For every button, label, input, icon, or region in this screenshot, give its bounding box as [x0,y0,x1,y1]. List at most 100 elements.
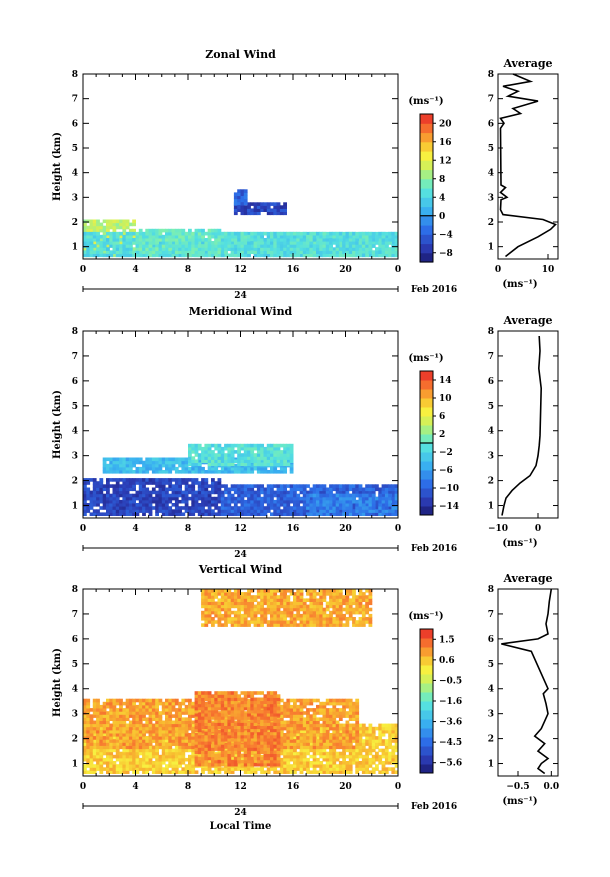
heatmap-cell [286,761,290,765]
heatmap-cell [103,742,107,746]
heatmap-cell [365,736,369,740]
heatmap-cell [326,238,330,242]
heatmap-cell [136,497,140,501]
heatmap-cell [218,444,222,448]
heatmap-cell [178,509,182,513]
heatmap-cell [204,250,208,254]
heatmap-cell [365,755,369,759]
heatmap-cell [181,481,185,485]
heatmap-cell [185,478,189,482]
heatmap-cell [254,512,258,516]
heatmap-cell [277,247,281,251]
heatmap-cell [188,488,192,492]
heatmap-cell [303,497,307,501]
heatmap-cell [211,478,215,482]
heatmap-cell [264,241,268,245]
heatmap-cell [241,212,245,216]
heatmap-cell [241,767,245,771]
heatmap-cell [375,238,379,242]
heatmap-cell [293,755,297,759]
heatmap-cell [218,459,222,463]
heatmap-cell [385,250,389,254]
heatmap-cell [306,764,310,768]
heatmap-cell [244,500,248,504]
heatmap-cell [132,739,136,743]
heatmap-cell [244,205,248,209]
heatmap-cell [326,500,330,504]
heatmap-cell [237,497,241,501]
heatmap-cell [303,250,307,254]
colorbar-tick-label: −6 [439,466,453,476]
heatmap-cell [188,770,192,774]
heatmap-cell [273,453,277,457]
heatmap-cell [250,453,254,457]
heatmap-cell [83,708,87,712]
heatmap-cell [332,247,336,251]
heatmap-cell [385,730,389,734]
heatmap-cell [234,767,238,771]
heatmap-cell [175,488,179,492]
heatmap-cell [241,509,245,513]
heatmap-cell [113,730,117,734]
heatmap-cell [362,232,366,236]
heatmap-cell [382,494,386,498]
heatmap-cell [168,755,172,759]
heatmap-cell [378,250,382,254]
heatmap-cell [260,503,264,507]
heatmap-cell [165,497,169,501]
heatmap-cell [208,467,212,471]
heatmap-cell [375,727,379,731]
heatmap-cell [211,470,215,474]
heatmap-cell [96,714,100,718]
heatmap-cell [86,727,90,731]
heatmap-cell [145,758,149,762]
heatmap-cell [339,764,343,768]
heatmap-cell [346,238,350,242]
heatmap-cell [221,250,225,254]
heatmap-cell [106,509,110,513]
heatmap-cell [286,767,290,771]
heatmap-cell [159,481,163,485]
heatmap-cell [159,755,163,759]
heatmap-cell [155,755,159,759]
heatmap-cell [168,461,172,465]
heatmap-cell [136,509,140,513]
heatmap-cell [391,752,395,756]
heatmap-cell [329,749,333,753]
heatmap-cell [332,250,336,254]
heatmap-cell [231,247,235,251]
heatmap-cell [273,512,277,516]
heatmap-cell [172,749,176,753]
heatmap-cell [365,232,369,236]
heatmap-cell [106,702,110,706]
heatmap-cell [211,456,215,460]
heatmap-cell [181,506,185,510]
heatmap-cell [181,464,185,468]
heatmap-cell [241,497,245,501]
colorbar-swatch [420,207,433,217]
heatmap-cell [365,500,369,504]
heatmap-cell [329,767,333,771]
heatmap-cell [293,736,297,740]
heatmap-cell [188,761,192,765]
heatmap-cell [119,733,123,737]
heatmap-cell [244,512,248,516]
heatmap-cell [103,241,107,245]
heatmap-cell [257,238,261,242]
heatmap-cell [149,767,153,771]
heatmap-cell [382,727,386,731]
heatmap-cell [221,232,225,236]
heatmap-cell [264,488,268,492]
heatmap-cell [185,724,189,728]
heatmap-cell [191,254,195,258]
heatmap-cell [237,764,241,768]
heatmap-cell [378,749,382,753]
heatmap-cell [254,503,258,507]
heatmap-cell [277,444,281,448]
heatmap-cell [119,244,123,248]
heatmap-cell [113,699,117,703]
x-tick-label: 12 [234,265,247,275]
heatmap-cell [316,500,320,504]
heatmap-cell [159,464,163,468]
heatmap-cell [96,708,100,712]
